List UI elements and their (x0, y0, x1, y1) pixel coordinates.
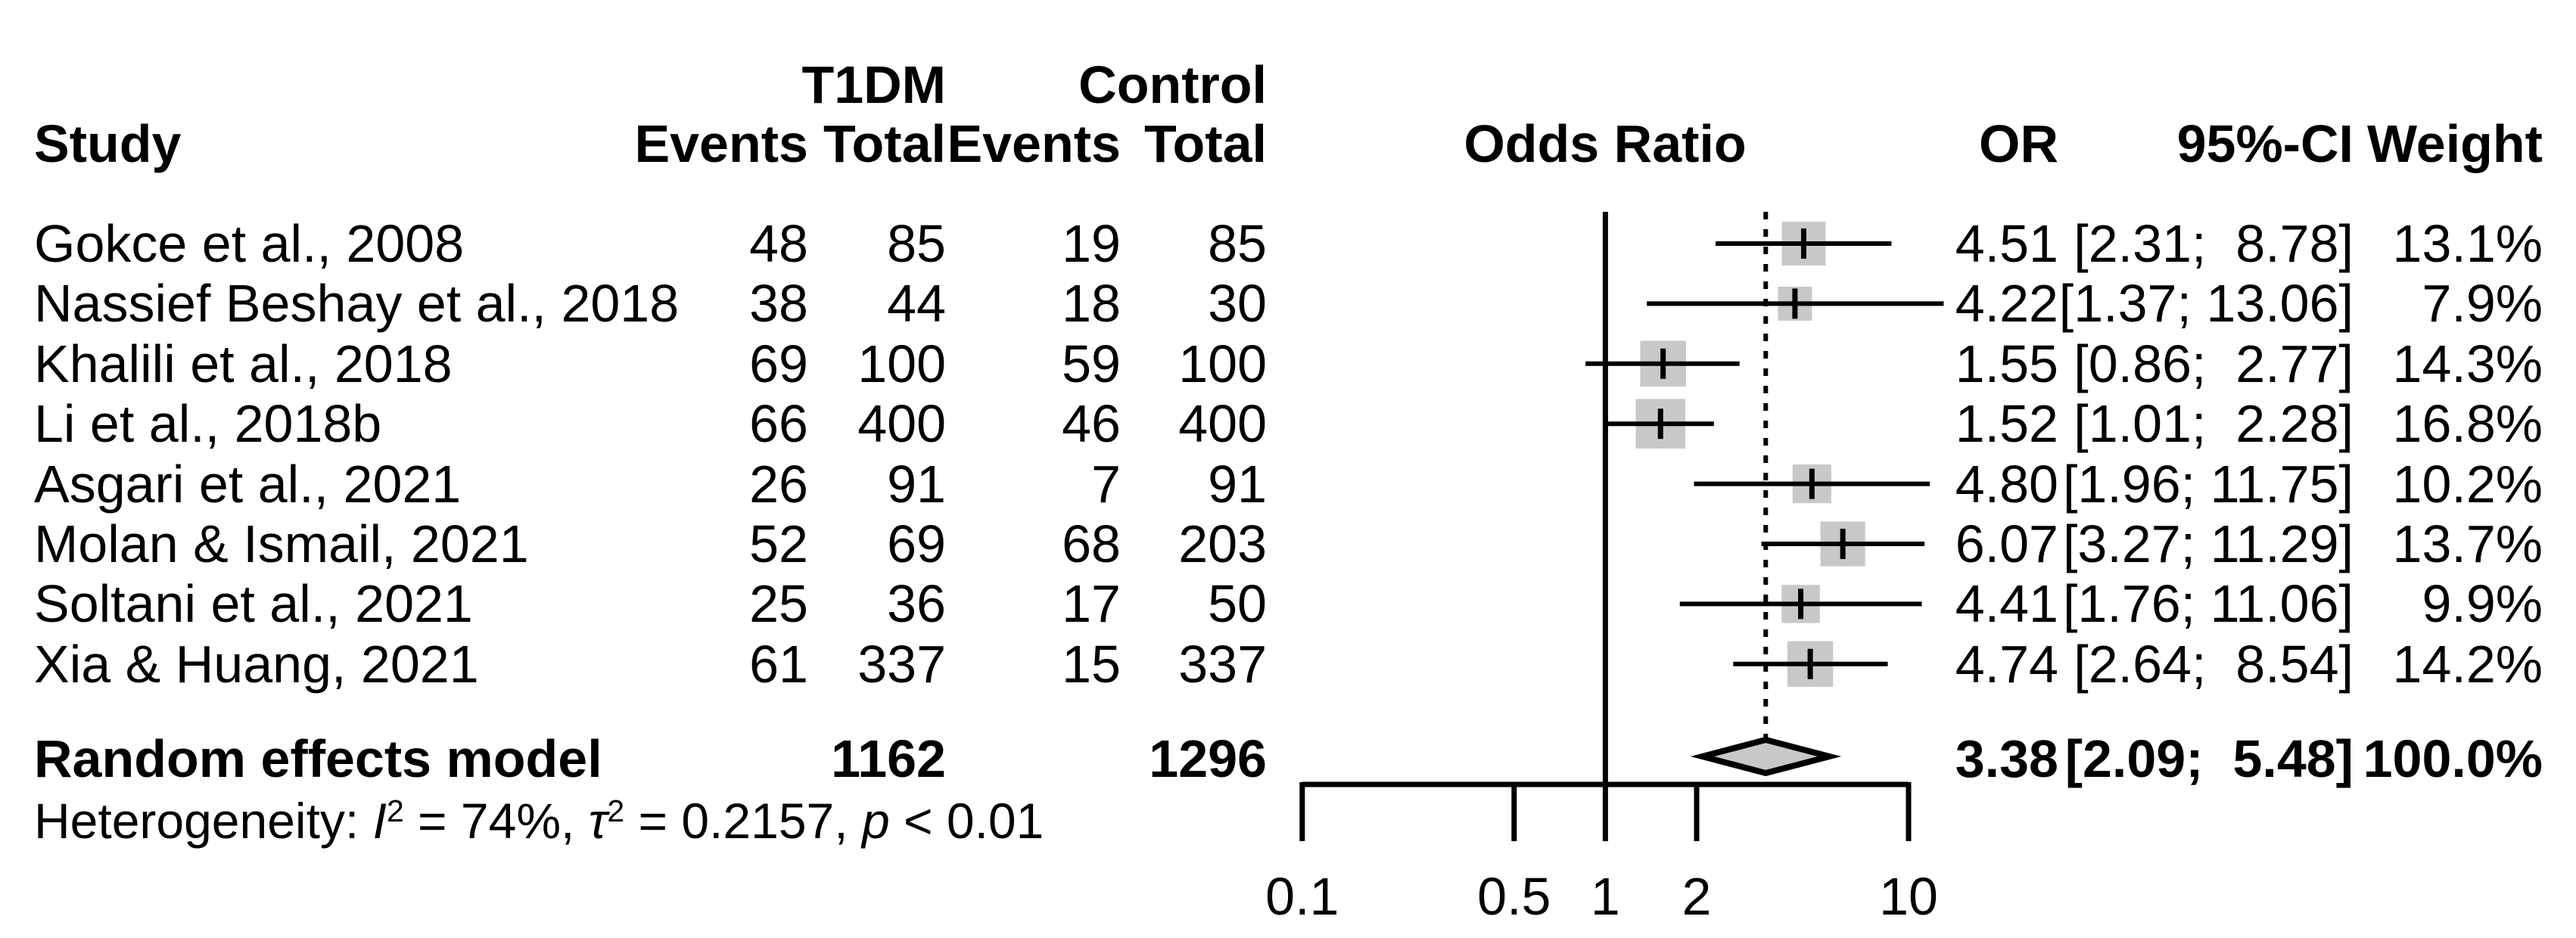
x-axis-tick-label: 1 (1591, 867, 1620, 926)
ci-value: [1.96; 11.75] (2062, 454, 2354, 514)
control-total-value: 30 (1208, 274, 1267, 334)
control-total-value: 100 (1178, 334, 1267, 393)
ci-value: [2.31; 8.78] (2074, 214, 2354, 273)
t1dm-events-value: 69 (749, 334, 808, 393)
t1dm-total-value: 44 (887, 274, 946, 334)
tau-squared-exponent: 2 (607, 793, 625, 828)
summary-ci-value: [2.09; 5.48] (2064, 729, 2354, 788)
study-name: Molan & Ismail, 2021 (34, 514, 529, 573)
weight-value: 16.8% (2392, 394, 2543, 454)
study-name: Xia & Huang, 2021 (34, 634, 479, 694)
weight-value: 9.9% (2422, 574, 2543, 634)
t1dm-events-value: 52 (749, 514, 808, 573)
t1dm-total-value: 400 (857, 394, 946, 454)
or-value: 6.07 (1955, 514, 2058, 573)
t1dm-events-value: 25 (749, 574, 808, 634)
heterogeneity-stats: Heterogeneity: I2 = 74%, τ2 = 0.2157, p … (34, 793, 1044, 849)
tau-squared-symbol: τ (588, 793, 608, 849)
summary-t1dm-total: 1162 (831, 729, 946, 788)
summary-or-value: 3.38 (1955, 729, 2058, 788)
summary-weight-value: 100.0% (2363, 729, 2543, 788)
weight-value: 10.2% (2392, 454, 2543, 514)
weight-value: 13.7% (2392, 514, 2543, 573)
control-events-value: 18 (1062, 274, 1121, 334)
study-name: Khalili et al., 2018 (34, 334, 453, 393)
ci-value: [2.64; 8.54] (2074, 634, 2354, 694)
weight-value: 7.9% (2422, 274, 2543, 334)
p-symbol: p (861, 793, 890, 849)
t1dm-events-value: 48 (749, 214, 808, 273)
column-header-or: OR (1979, 114, 2058, 173)
or-value: 4.22 (1955, 274, 2058, 334)
weight-value: 14.2% (2392, 634, 2543, 694)
control-total-value: 400 (1178, 394, 1267, 454)
heterogeneity-prefix: Heterogeneity: (34, 793, 373, 849)
x-axis-tick-label: 0.1 (1265, 867, 1339, 926)
t1dm-total-value: 36 (887, 574, 946, 634)
control-total-value: 50 (1208, 574, 1267, 634)
control-total-value: 85 (1208, 214, 1267, 273)
column-header-odds-ratio: Odds Ratio (1464, 114, 1747, 173)
x-axis-tick-label: 10 (1879, 867, 1938, 926)
t1dm-events-value: 38 (749, 274, 808, 334)
ci-value: [1.37; 13.06] (2058, 274, 2354, 334)
control-events-value: 7 (1091, 454, 1121, 514)
or-value: 4.41 (1955, 574, 2058, 634)
t1dm-total-value: 100 (857, 334, 946, 393)
column-header-group2: Control (1078, 55, 1267, 114)
t1dm-total-value: 69 (887, 514, 946, 573)
column-header-t1dm-total: Total (823, 114, 946, 173)
t1dm-events-value: 61 (749, 634, 808, 694)
i-squared-value: = 74%, (403, 793, 589, 849)
x-axis-tick-label: 0.5 (1477, 867, 1551, 926)
or-value: 1.55 (1955, 334, 2058, 393)
t1dm-total-value: 337 (857, 634, 946, 694)
t1dm-events-value: 66 (749, 394, 808, 454)
or-value: 4.74 (1955, 634, 2058, 694)
study-name: Asgari et al., 2021 (34, 454, 462, 514)
t1dm-total-value: 85 (887, 214, 946, 273)
summary-diamond (1690, 736, 1842, 777)
study-name: Gokce et al., 2008 (34, 214, 465, 273)
control-total-value: 337 (1178, 634, 1267, 694)
t1dm-events-value: 26 (749, 454, 808, 514)
column-header-group1: T1DM (801, 55, 946, 114)
column-header-study: Study (34, 114, 182, 173)
study-name: Soltani et al., 2021 (34, 574, 473, 634)
ci-value: [3.27; 11.29] (2062, 514, 2354, 573)
i-squared-symbol: I (372, 793, 387, 849)
or-value: 4.80 (1955, 454, 2058, 514)
ci-value: [1.76; 11.06] (2062, 574, 2354, 634)
control-total-value: 91 (1208, 454, 1267, 514)
weight-value: 14.3% (2392, 334, 2543, 393)
summary-control-total: 1296 (1149, 729, 1267, 788)
column-header-t1dm-events: Events (634, 114, 808, 173)
control-total-value: 203 (1178, 514, 1267, 573)
control-events-value: 68 (1062, 514, 1121, 573)
control-events-value: 19 (1062, 214, 1121, 273)
t1dm-total-value: 91 (887, 454, 946, 514)
weight-value: 13.1% (2392, 214, 2543, 273)
i-squared-exponent: 2 (386, 793, 404, 828)
x-axis-tick-label: 2 (1682, 867, 1712, 926)
study-name: Nassief Beshay et al., 2018 (34, 274, 680, 334)
column-header-control-total: Total (1143, 114, 1267, 173)
control-events-value: 17 (1062, 574, 1121, 634)
control-events-value: 46 (1062, 394, 1121, 454)
study-name: Li et al., 2018b (34, 394, 382, 454)
tau-squared-value: = 0.2157, (624, 793, 862, 849)
control-events-value: 59 (1062, 334, 1121, 393)
p-value: < 0.01 (889, 793, 1044, 849)
column-header-weight: Weight (2366, 114, 2543, 173)
summary-label: Random effects model (34, 729, 602, 788)
ci-value: [1.01; 2.28] (2074, 394, 2354, 454)
column-header-ci: 95%-CI (2176, 114, 2354, 173)
column-header-control-events: Events (947, 114, 1121, 173)
or-value: 1.52 (1955, 394, 2058, 454)
control-events-value: 15 (1062, 634, 1121, 694)
or-value: 4.51 (1955, 214, 2058, 273)
ci-value: [0.86; 2.77] (2074, 334, 2354, 393)
